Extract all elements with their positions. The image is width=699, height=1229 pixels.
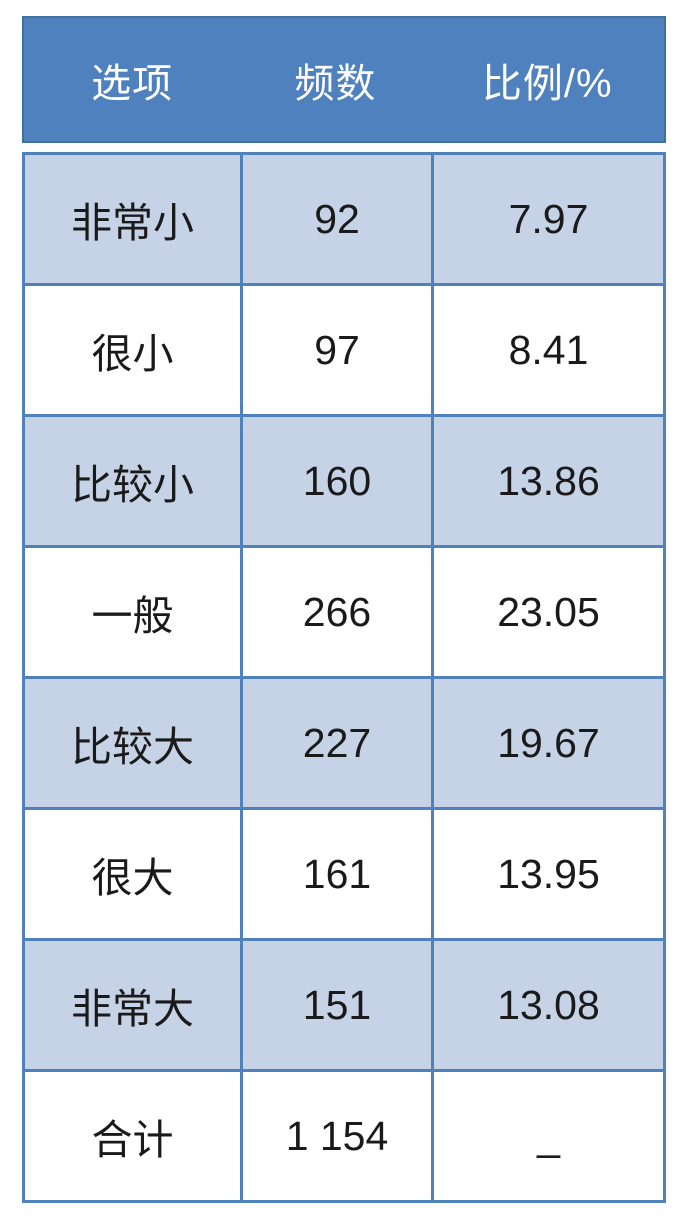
cell-option: 比较大: [25, 679, 240, 807]
cell-frequency: 1 154: [243, 1072, 431, 1200]
cell-percent: 13.08: [434, 941, 663, 1069]
cell-frequency: 227: [243, 679, 431, 807]
cell-frequency: 97: [243, 286, 431, 414]
cell-option: 一般: [25, 548, 240, 676]
cell-option: 非常大: [25, 941, 240, 1069]
frequency-table: 选项 频数 比例/% 非常小 92 7.97 很小 97 8.41 比较小 160 13.86 一…: [22, 16, 666, 1203]
cell-frequency: 161: [243, 810, 431, 938]
cell-percent: 23.05: [434, 548, 663, 676]
column-header-option: 选项: [91, 61, 174, 106]
cell-option: 很大: [25, 810, 240, 938]
table-body: 非常小 92 7.97 很小 97 8.41 比较小 160 13.86 一般 266 23.05 比较…: [22, 152, 666, 1203]
cell-percent: 7.97: [434, 155, 663, 283]
column-header-percent: 比例/%: [481, 61, 613, 106]
cell-percent: 8.41: [434, 286, 663, 414]
cell-frequency: 160: [243, 417, 431, 545]
cell-frequency: 266: [243, 548, 431, 676]
cell-percent: 13.86: [434, 417, 663, 545]
cell-option: 比较小: [25, 417, 240, 545]
table-header-row: 选项 频数 比例/%: [22, 16, 666, 143]
cell-option: 非常小: [25, 155, 240, 283]
cell-frequency: 92: [243, 155, 431, 283]
cell-option: 很小: [25, 286, 240, 414]
cell-percent: _: [434, 1072, 663, 1200]
cell-frequency: 151: [243, 941, 431, 1069]
cell-percent: 13.95: [434, 810, 663, 938]
cell-percent: 19.67: [434, 679, 663, 807]
cell-option: 合计: [25, 1072, 240, 1200]
column-header-frequency: 频数: [294, 61, 377, 106]
